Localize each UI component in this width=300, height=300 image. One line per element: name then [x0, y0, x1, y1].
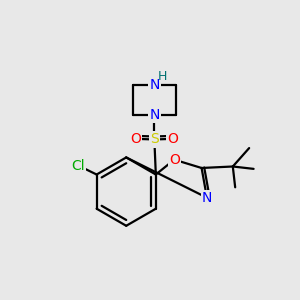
Text: O: O	[130, 132, 141, 146]
Text: O: O	[169, 153, 180, 167]
Text: Cl: Cl	[71, 159, 85, 173]
Text: N: N	[202, 191, 212, 205]
Text: O: O	[167, 132, 178, 146]
Text: N: N	[149, 108, 160, 122]
Text: H: H	[158, 70, 167, 83]
Text: S: S	[150, 132, 159, 146]
Text: N: N	[149, 78, 160, 92]
